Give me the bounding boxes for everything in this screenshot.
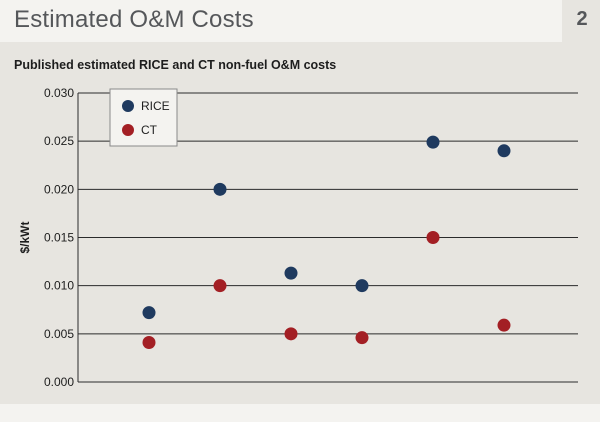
scatter-chart: 0.000 0.005 0.010 0.015 0.020 0.025 0.030 $/kWt…	[18, 86, 578, 389]
ct-data-point	[213, 279, 227, 293]
ct-data-point	[426, 231, 440, 244]
rice-data-point	[142, 306, 156, 320]
rice-data-point	[497, 144, 511, 158]
chart-title: Published estimated RICE and CT non-fuel…	[14, 58, 337, 72]
rice-data-point	[213, 182, 227, 196]
rice-data-point	[355, 279, 369, 293]
legend-label-ct: CT	[141, 123, 158, 137]
rice-data-point	[426, 135, 440, 149]
title-bar: Estimated O&M Costs	[0, 0, 562, 42]
ct-data-point	[497, 318, 511, 332]
rice-data-point	[284, 266, 298, 280]
page-number: 2	[576, 8, 588, 30]
y-axis-label: $/kWt	[18, 221, 32, 253]
y-tick-label: 0.015	[44, 231, 74, 245]
ct-data-point	[284, 327, 298, 341]
legend-marker-ct	[122, 124, 134, 136]
legend-box	[109, 88, 178, 147]
ct-data-point	[355, 331, 369, 345]
ct-data-point	[142, 336, 156, 350]
y-tick-label: 0.025	[44, 134, 74, 148]
y-tick-label: 0.000	[44, 375, 74, 389]
y-tick-label: 0.030	[44, 86, 74, 100]
legend-label-rice: RICE	[141, 99, 170, 113]
bottom-bar	[0, 404, 600, 422]
page-title: Estimated O&M Costs	[14, 6, 254, 33]
y-tick-label: 0.005	[44, 327, 74, 341]
legend-marker-rice	[122, 100, 134, 112]
y-tick-label: 0.020	[44, 182, 74, 196]
y-tick-label: 0.010	[44, 279, 74, 293]
page-number-box: 2	[564, 0, 600, 42]
